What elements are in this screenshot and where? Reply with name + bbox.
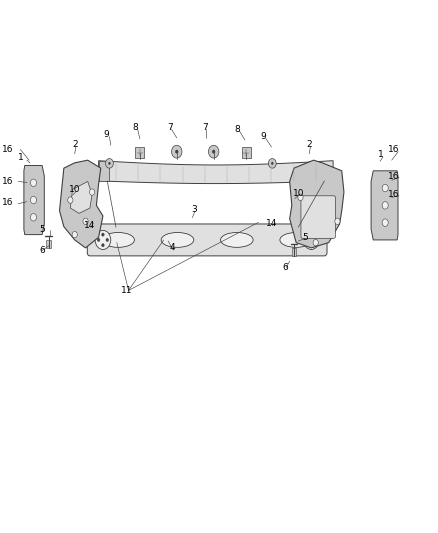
Circle shape <box>68 197 73 203</box>
Ellipse shape <box>161 232 194 247</box>
Text: 2: 2 <box>72 140 78 149</box>
Text: 3: 3 <box>191 205 197 214</box>
Text: 5: 5 <box>39 225 45 234</box>
Polygon shape <box>60 160 103 248</box>
Text: 1: 1 <box>378 150 384 159</box>
Text: 6: 6 <box>39 246 45 255</box>
Circle shape <box>271 162 273 165</box>
Circle shape <box>268 159 276 168</box>
Text: 14: 14 <box>266 220 277 229</box>
Circle shape <box>306 238 308 241</box>
Circle shape <box>382 184 388 192</box>
Polygon shape <box>71 181 92 213</box>
Text: 10: 10 <box>69 185 81 194</box>
Text: 11: 11 <box>121 286 133 295</box>
Circle shape <box>97 238 100 241</box>
Text: 5: 5 <box>302 233 308 242</box>
Circle shape <box>304 230 319 249</box>
Circle shape <box>382 219 388 227</box>
Circle shape <box>335 218 340 224</box>
Circle shape <box>212 150 215 154</box>
Text: 8: 8 <box>235 125 240 134</box>
Text: 8: 8 <box>133 123 138 132</box>
Circle shape <box>310 244 313 247</box>
Polygon shape <box>24 165 44 235</box>
FancyBboxPatch shape <box>87 224 327 256</box>
Circle shape <box>83 218 88 224</box>
Polygon shape <box>99 161 333 183</box>
FancyBboxPatch shape <box>46 240 51 248</box>
Text: 14: 14 <box>84 221 95 230</box>
Circle shape <box>106 238 109 241</box>
Circle shape <box>95 230 111 249</box>
FancyBboxPatch shape <box>135 148 144 158</box>
Ellipse shape <box>221 232 253 247</box>
Circle shape <box>298 194 303 200</box>
Circle shape <box>108 162 111 165</box>
Text: 2: 2 <box>307 140 312 149</box>
Circle shape <box>30 214 36 221</box>
Text: 9: 9 <box>261 132 266 141</box>
Circle shape <box>89 189 95 195</box>
Text: 4: 4 <box>170 244 175 253</box>
Text: 9: 9 <box>103 130 109 139</box>
Circle shape <box>102 233 104 236</box>
Text: 1: 1 <box>18 153 23 162</box>
Circle shape <box>102 244 104 247</box>
Text: 16: 16 <box>2 198 13 207</box>
Circle shape <box>172 146 182 158</box>
Circle shape <box>310 233 313 236</box>
FancyBboxPatch shape <box>301 196 336 238</box>
Polygon shape <box>290 160 344 248</box>
Ellipse shape <box>102 232 134 247</box>
Text: 16: 16 <box>388 190 399 199</box>
Circle shape <box>313 239 318 246</box>
Text: 16: 16 <box>2 145 13 154</box>
FancyBboxPatch shape <box>242 148 251 158</box>
Polygon shape <box>371 171 398 240</box>
Circle shape <box>30 179 36 187</box>
Text: 16: 16 <box>2 177 13 186</box>
Circle shape <box>175 150 178 154</box>
Circle shape <box>30 196 36 204</box>
Text: 16: 16 <box>388 172 399 181</box>
Circle shape <box>314 238 317 241</box>
Text: 10: 10 <box>293 189 304 198</box>
FancyBboxPatch shape <box>292 248 296 256</box>
Text: 6: 6 <box>283 263 288 272</box>
Text: 16: 16 <box>388 145 399 154</box>
Text: 7: 7 <box>202 123 208 132</box>
Ellipse shape <box>280 232 312 247</box>
Circle shape <box>382 201 388 209</box>
Circle shape <box>106 159 113 168</box>
Circle shape <box>208 146 219 158</box>
Text: 7: 7 <box>167 123 173 132</box>
Circle shape <box>72 231 78 238</box>
FancyBboxPatch shape <box>99 161 110 181</box>
